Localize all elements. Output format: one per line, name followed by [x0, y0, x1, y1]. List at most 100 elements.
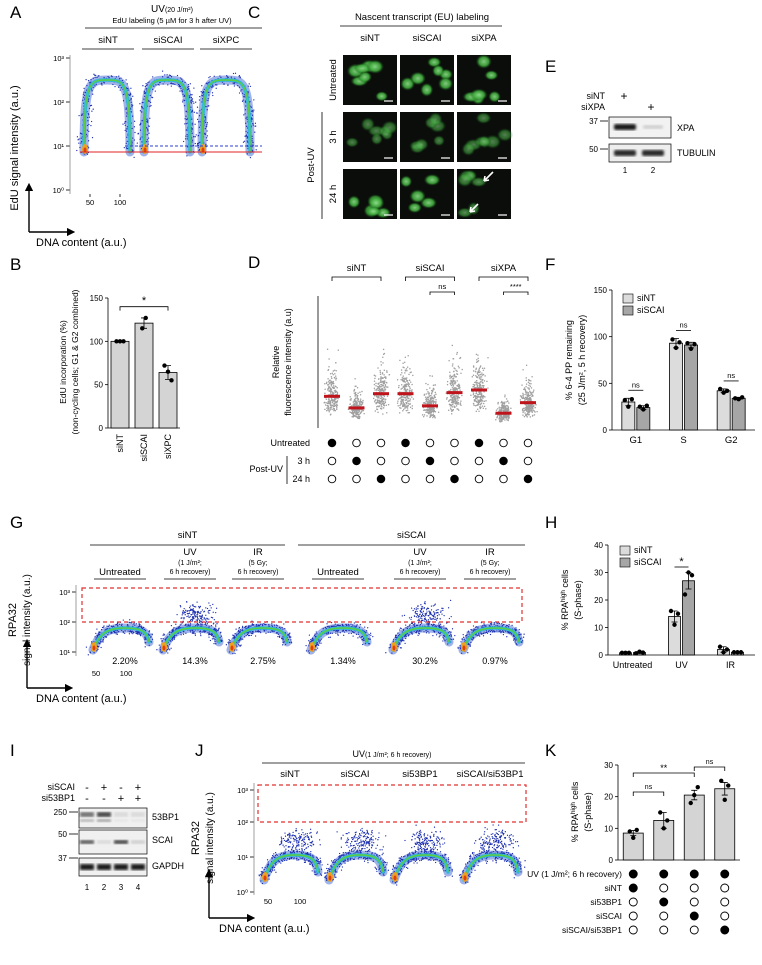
g1-peak-core — [392, 645, 396, 651]
condition-dot — [474, 474, 484, 484]
panel-title: Nascent transcript (EU) labeling — [355, 12, 489, 23]
data-point — [719, 778, 724, 784]
nucleus — [345, 137, 359, 148]
data-point — [633, 651, 639, 656]
condition-dot — [720, 897, 730, 907]
density-peak — [392, 627, 450, 651]
y-axis-label: RPA32 — [7, 603, 19, 637]
panel-title: UV(20 J/m²) — [151, 4, 193, 15]
band — [131, 819, 145, 822]
percentage: 30.2% — [412, 656, 438, 666]
nucleus — [461, 142, 476, 156]
bar — [683, 794, 705, 861]
band — [114, 812, 128, 817]
legend-label: siNT — [637, 293, 656, 303]
nucleus — [432, 64, 445, 78]
condition-dot — [720, 883, 730, 893]
data-point — [721, 390, 726, 395]
label-part: % RPA — [570, 814, 580, 842]
nucleus — [456, 172, 473, 188]
condition-label: UV — [183, 547, 197, 558]
g1-peak-core — [143, 147, 147, 153]
micrograph — [457, 54, 511, 105]
nucleus — [414, 138, 429, 151]
data-point — [724, 388, 730, 393]
condition-dot — [689, 883, 699, 893]
lane-sign: + — [620, 89, 627, 103]
condition-label: IR — [485, 547, 495, 558]
group-label: siSCAI/si53BP1 — [456, 769, 523, 780]
micrograph — [400, 112, 454, 162]
bar — [158, 372, 178, 429]
bracket — [693, 766, 726, 771]
condition-detail: 6 h recovery) — [400, 569, 441, 576]
legend-label: siNT — [634, 545, 653, 555]
nucleus — [477, 135, 492, 149]
condition-dot — [659, 897, 669, 907]
flow-plot — [156, 601, 224, 655]
condition-label: UV — [413, 547, 427, 558]
data-point — [644, 403, 650, 408]
condition-dot — [450, 438, 459, 448]
bar — [682, 580, 695, 656]
data-point — [668, 608, 674, 614]
data-point — [661, 826, 666, 831]
lane-sign: + — [101, 782, 107, 794]
significance: ns — [680, 321, 688, 330]
x-tick-label: siNT — [115, 434, 125, 453]
condition-detail: 6 h recovery) — [470, 569, 511, 576]
condition-dot — [628, 883, 638, 893]
panel-letter: A — [10, 3, 22, 22]
percentage: 2.20% — [112, 656, 138, 666]
nucleus — [438, 76, 454, 91]
condition-label: siNT — [605, 883, 622, 893]
band — [97, 812, 111, 817]
flow-plot — [320, 827, 390, 885]
y-axis-label: (S-phase) — [573, 580, 583, 620]
condition-detail: 6 h recovery) — [238, 569, 279, 576]
condition-dot — [720, 869, 730, 879]
lane-number: 1 — [623, 166, 628, 175]
label-part: cells — [560, 569, 570, 590]
column-label: siSCAI — [412, 33, 441, 44]
percentage: 1.34% — [330, 656, 356, 666]
x-axis-label: DNA content (a.u.) — [36, 237, 127, 249]
y-tick-label: 0 — [99, 424, 104, 433]
data-point — [692, 341, 697, 347]
band — [114, 864, 128, 870]
x-tick-label: 100 — [114, 198, 127, 207]
lane-sign: + — [135, 782, 141, 794]
band — [131, 812, 145, 817]
cell-dots — [421, 375, 440, 419]
band — [642, 150, 664, 156]
data-point — [670, 337, 675, 342]
band — [114, 840, 128, 844]
x-tick-label: G1 — [629, 435, 642, 446]
panel-letter: F — [545, 255, 555, 274]
condition-dot — [720, 925, 730, 935]
data-point — [732, 396, 738, 401]
y-axis-label: (non-cycling cells; G1 & G2 combined) — [70, 289, 80, 434]
data-point — [721, 650, 726, 655]
data-point — [637, 649, 642, 654]
lane-number: 2 — [651, 166, 656, 175]
data-point — [675, 611, 681, 616]
arrow — [469, 203, 479, 213]
condition-dot — [659, 925, 669, 935]
lane-sign: - — [119, 782, 123, 794]
data-point — [688, 800, 693, 806]
size-marker: 50 — [58, 830, 67, 839]
panel-letter: G — [10, 513, 23, 532]
data-point — [627, 829, 632, 834]
column-label: siXPA — [471, 33, 497, 44]
group-label: siSCAI — [397, 530, 426, 541]
data-point — [658, 810, 663, 815]
density-peak — [201, 79, 251, 153]
g1-peak-core — [463, 875, 467, 881]
significance: ns — [645, 784, 653, 791]
label-part: high — [570, 802, 577, 814]
nucleus — [432, 135, 445, 147]
flow-plot — [457, 621, 525, 655]
nucleus — [375, 91, 389, 102]
percentage: 2.75% — [250, 656, 276, 666]
